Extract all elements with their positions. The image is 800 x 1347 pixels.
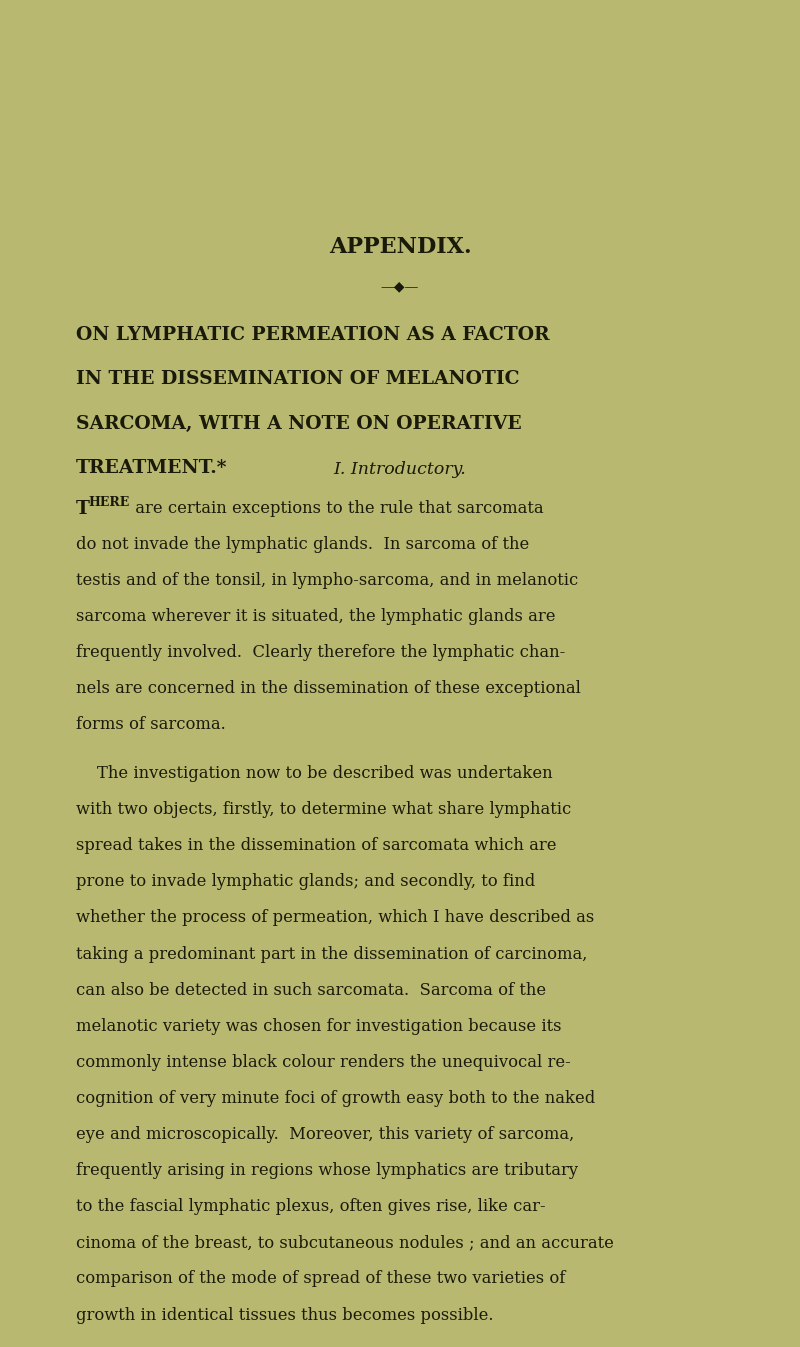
Text: whether the process of permeation, which I have described as: whether the process of permeation, which… [76, 909, 594, 927]
Text: testis and of the tonsil, in lympho-sarcoma, and in melanotic: testis and of the tonsil, in lympho-sarc… [76, 572, 578, 589]
Text: comparison of the mode of spread of these two varieties of: comparison of the mode of spread of thes… [76, 1270, 566, 1288]
Text: frequently arising in regions whose lymphatics are tributary: frequently arising in regions whose lymp… [76, 1162, 578, 1179]
Text: TREATMENT.*: TREATMENT.* [76, 459, 227, 477]
Text: growth in identical tissues thus becomes possible.: growth in identical tissues thus becomes… [76, 1307, 494, 1324]
Text: forms of sarcoma.: forms of sarcoma. [76, 717, 226, 733]
Text: frequently involved.  Clearly therefore the lymphatic chan-: frequently involved. Clearly therefore t… [76, 644, 566, 661]
Text: commonly intense black colour renders the unequivocal re-: commonly intense black colour renders th… [76, 1053, 570, 1071]
Text: cognition of very minute foci of growth easy both to the naked: cognition of very minute foci of growth … [76, 1090, 595, 1107]
Text: HERE: HERE [89, 496, 130, 509]
Text: can also be detected in such sarcomata.  Sarcoma of the: can also be detected in such sarcomata. … [76, 982, 546, 998]
Text: prone to invade lymphatic glands; and secondly, to find: prone to invade lymphatic glands; and se… [76, 873, 535, 890]
Text: The investigation now to be described was undertaken: The investigation now to be described wa… [76, 765, 553, 783]
Text: SARCOMA, WITH A NOTE ON OPERATIVE: SARCOMA, WITH A NOTE ON OPERATIVE [76, 415, 522, 432]
Text: taking a predominant part in the dissemination of carcinoma,: taking a predominant part in the dissemi… [76, 946, 587, 963]
Text: to the fascial lymphatic plexus, often gives rise, like car-: to the fascial lymphatic plexus, often g… [76, 1199, 546, 1215]
Text: sarcoma wherever it is situated, the lymphatic glands are: sarcoma wherever it is situated, the lym… [76, 607, 555, 625]
Text: nels are concerned in the dissemination of these exceptional: nels are concerned in the dissemination … [76, 680, 581, 698]
Text: cinoma of the breast, to subcutaneous nodules ; and an accurate: cinoma of the breast, to subcutaneous no… [76, 1234, 614, 1251]
Text: —◆—: —◆— [381, 279, 419, 292]
Text: T: T [76, 500, 90, 517]
Text: are certain exceptions to the rule that sarcomata: are certain exceptions to the rule that … [130, 500, 544, 517]
Text: ON LYMPHATIC PERMEATION AS A FACTOR: ON LYMPHATIC PERMEATION AS A FACTOR [76, 326, 550, 343]
Text: eye and microscopically.  Moreover, this variety of sarcoma,: eye and microscopically. Moreover, this … [76, 1126, 574, 1144]
Text: I. Introductory.: I. Introductory. [334, 461, 466, 478]
Text: with two objects, firstly, to determine what share lymphatic: with two objects, firstly, to determine … [76, 801, 571, 818]
Text: do not invade the lymphatic glands.  In sarcoma of the: do not invade the lymphatic glands. In s… [76, 536, 530, 552]
Text: APPENDIX.: APPENDIX. [329, 236, 471, 257]
Text: IN THE DISSEMINATION OF MELANOTIC: IN THE DISSEMINATION OF MELANOTIC [76, 370, 519, 388]
Text: spread takes in the dissemination of sarcomata which are: spread takes in the dissemination of sar… [76, 838, 557, 854]
Text: melanotic variety was chosen for investigation because its: melanotic variety was chosen for investi… [76, 1018, 562, 1034]
